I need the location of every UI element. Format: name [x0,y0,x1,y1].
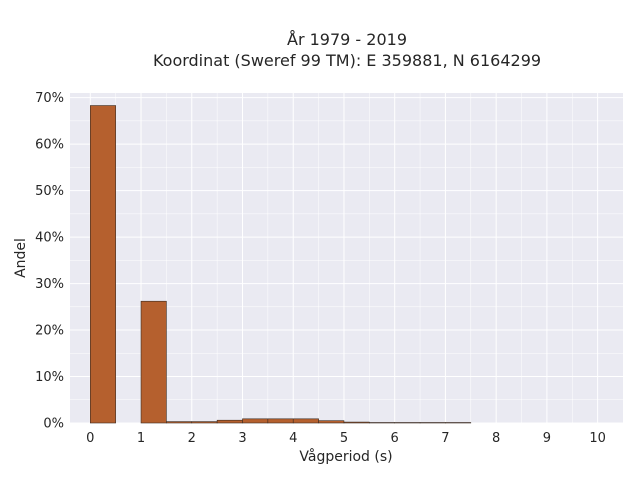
y-axis-label: Andel [13,238,29,278]
x-axis-label: Vågperiod (s) [299,448,392,465]
x-tick-label-7: 7 [441,431,449,446]
histogram-bar-5 [216,419,243,424]
histogram-bars [89,105,472,424]
y-tick-label-3: 30% [35,277,64,292]
y-tick-label-6: 60% [35,138,64,153]
x-tick-label-2: 2 [188,431,196,446]
histogram-bar-0 [89,105,116,424]
histogram-bar-8 [292,418,319,424]
x-tick-label-10: 10 [589,431,606,446]
x-tick-label-3: 3 [238,431,246,446]
y-tick-label-1: 10% [35,370,64,385]
y-axis-ticks: 0% 10% 20% 30% 40% 50% 60% 70% [35,91,64,431]
histogram-bar-7 [267,418,294,424]
x-tick-label-8: 8 [492,431,500,446]
chart-title-line-2: Koordinat (Sweref 99 TM): E 359881, N 61… [153,51,541,70]
x-tick-label-6: 6 [391,431,399,446]
histogram-bar-3 [166,421,193,424]
histogram-bar-9 [318,420,345,424]
histogram-bar-6 [242,418,269,424]
x-tick-label-5: 5 [340,431,348,446]
y-tick-label-0: 0% [43,417,64,432]
histogram-bar-4 [191,421,218,424]
chart-title-line-1: År 1979 - 2019 [287,30,407,49]
histogram-bar-2 [140,300,167,424]
x-tick-label-1: 1 [137,431,145,446]
x-tick-label-9: 9 [543,431,551,446]
y-tick-label-2: 20% [35,324,64,339]
y-tick-label-5: 50% [35,184,64,199]
y-tick-label-7: 70% [35,91,64,106]
x-tick-label-0: 0 [86,431,94,446]
histogram-bar-10 [343,421,370,424]
x-axis-ticks: 0 1 2 3 4 5 6 7 8 9 10 [86,431,606,446]
x-tick-label-4: 4 [289,431,297,446]
y-tick-label-4: 40% [35,231,64,246]
